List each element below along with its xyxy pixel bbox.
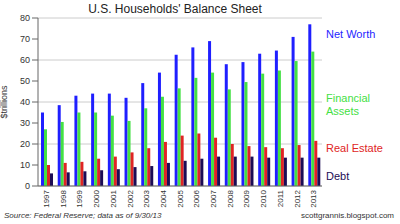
svg-text:50: 50 xyxy=(20,76,30,86)
svg-text:1998: 1998 xyxy=(59,189,68,207)
svg-text:2008: 2008 xyxy=(226,189,235,207)
svg-text:2003: 2003 xyxy=(142,189,151,207)
html-text:scottgrannis.blogspot.com: scottgrannis.blogspot.com xyxy=(301,211,394,220)
svg-text:2012: 2012 xyxy=(293,189,302,207)
html-text:Financial Assets: Financial Assets xyxy=(326,92,370,117)
html-text:Net Worth: Net Worth xyxy=(326,28,376,40)
svg-text:2004: 2004 xyxy=(159,189,168,207)
html-text:U.S. Households' Balance Sheet: U.S. Households' Balance Sheet xyxy=(88,2,262,16)
svg-text:60: 60 xyxy=(20,55,30,65)
html-text:Debt: Debt xyxy=(326,170,350,182)
svg-text:1999: 1999 xyxy=(75,189,84,207)
svg-text:1997: 1997 xyxy=(42,189,51,207)
svg-text:70: 70 xyxy=(20,34,30,44)
svg-text:40: 40 xyxy=(20,97,30,107)
svg-text:2010: 2010 xyxy=(259,189,268,207)
svg-text:80: 80 xyxy=(20,13,30,23)
svg-text:2002: 2002 xyxy=(126,189,135,207)
svg-text:2009: 2009 xyxy=(243,189,252,207)
svg-text:0: 0 xyxy=(25,181,30,191)
html-text:Source: Federal Reserve; data: Source: Federal Reserve; data as of 9/30… xyxy=(4,211,162,220)
svg-text:2006: 2006 xyxy=(192,189,201,207)
svg-text:$trillions: $trillions xyxy=(8,85,9,119)
svg-text:2001: 2001 xyxy=(109,189,118,207)
svg-text:10: 10 xyxy=(20,160,30,170)
svg-text:20: 20 xyxy=(20,139,30,149)
svg-text:2007: 2007 xyxy=(209,189,218,207)
svg-text:2013: 2013 xyxy=(309,189,318,207)
svg-text:2011: 2011 xyxy=(276,189,285,207)
svg-text:2005: 2005 xyxy=(176,189,185,207)
html-text:Real Estate: Real Estate xyxy=(326,142,383,154)
svg-text:2000: 2000 xyxy=(92,189,101,207)
svg-text:30: 30 xyxy=(20,118,30,128)
